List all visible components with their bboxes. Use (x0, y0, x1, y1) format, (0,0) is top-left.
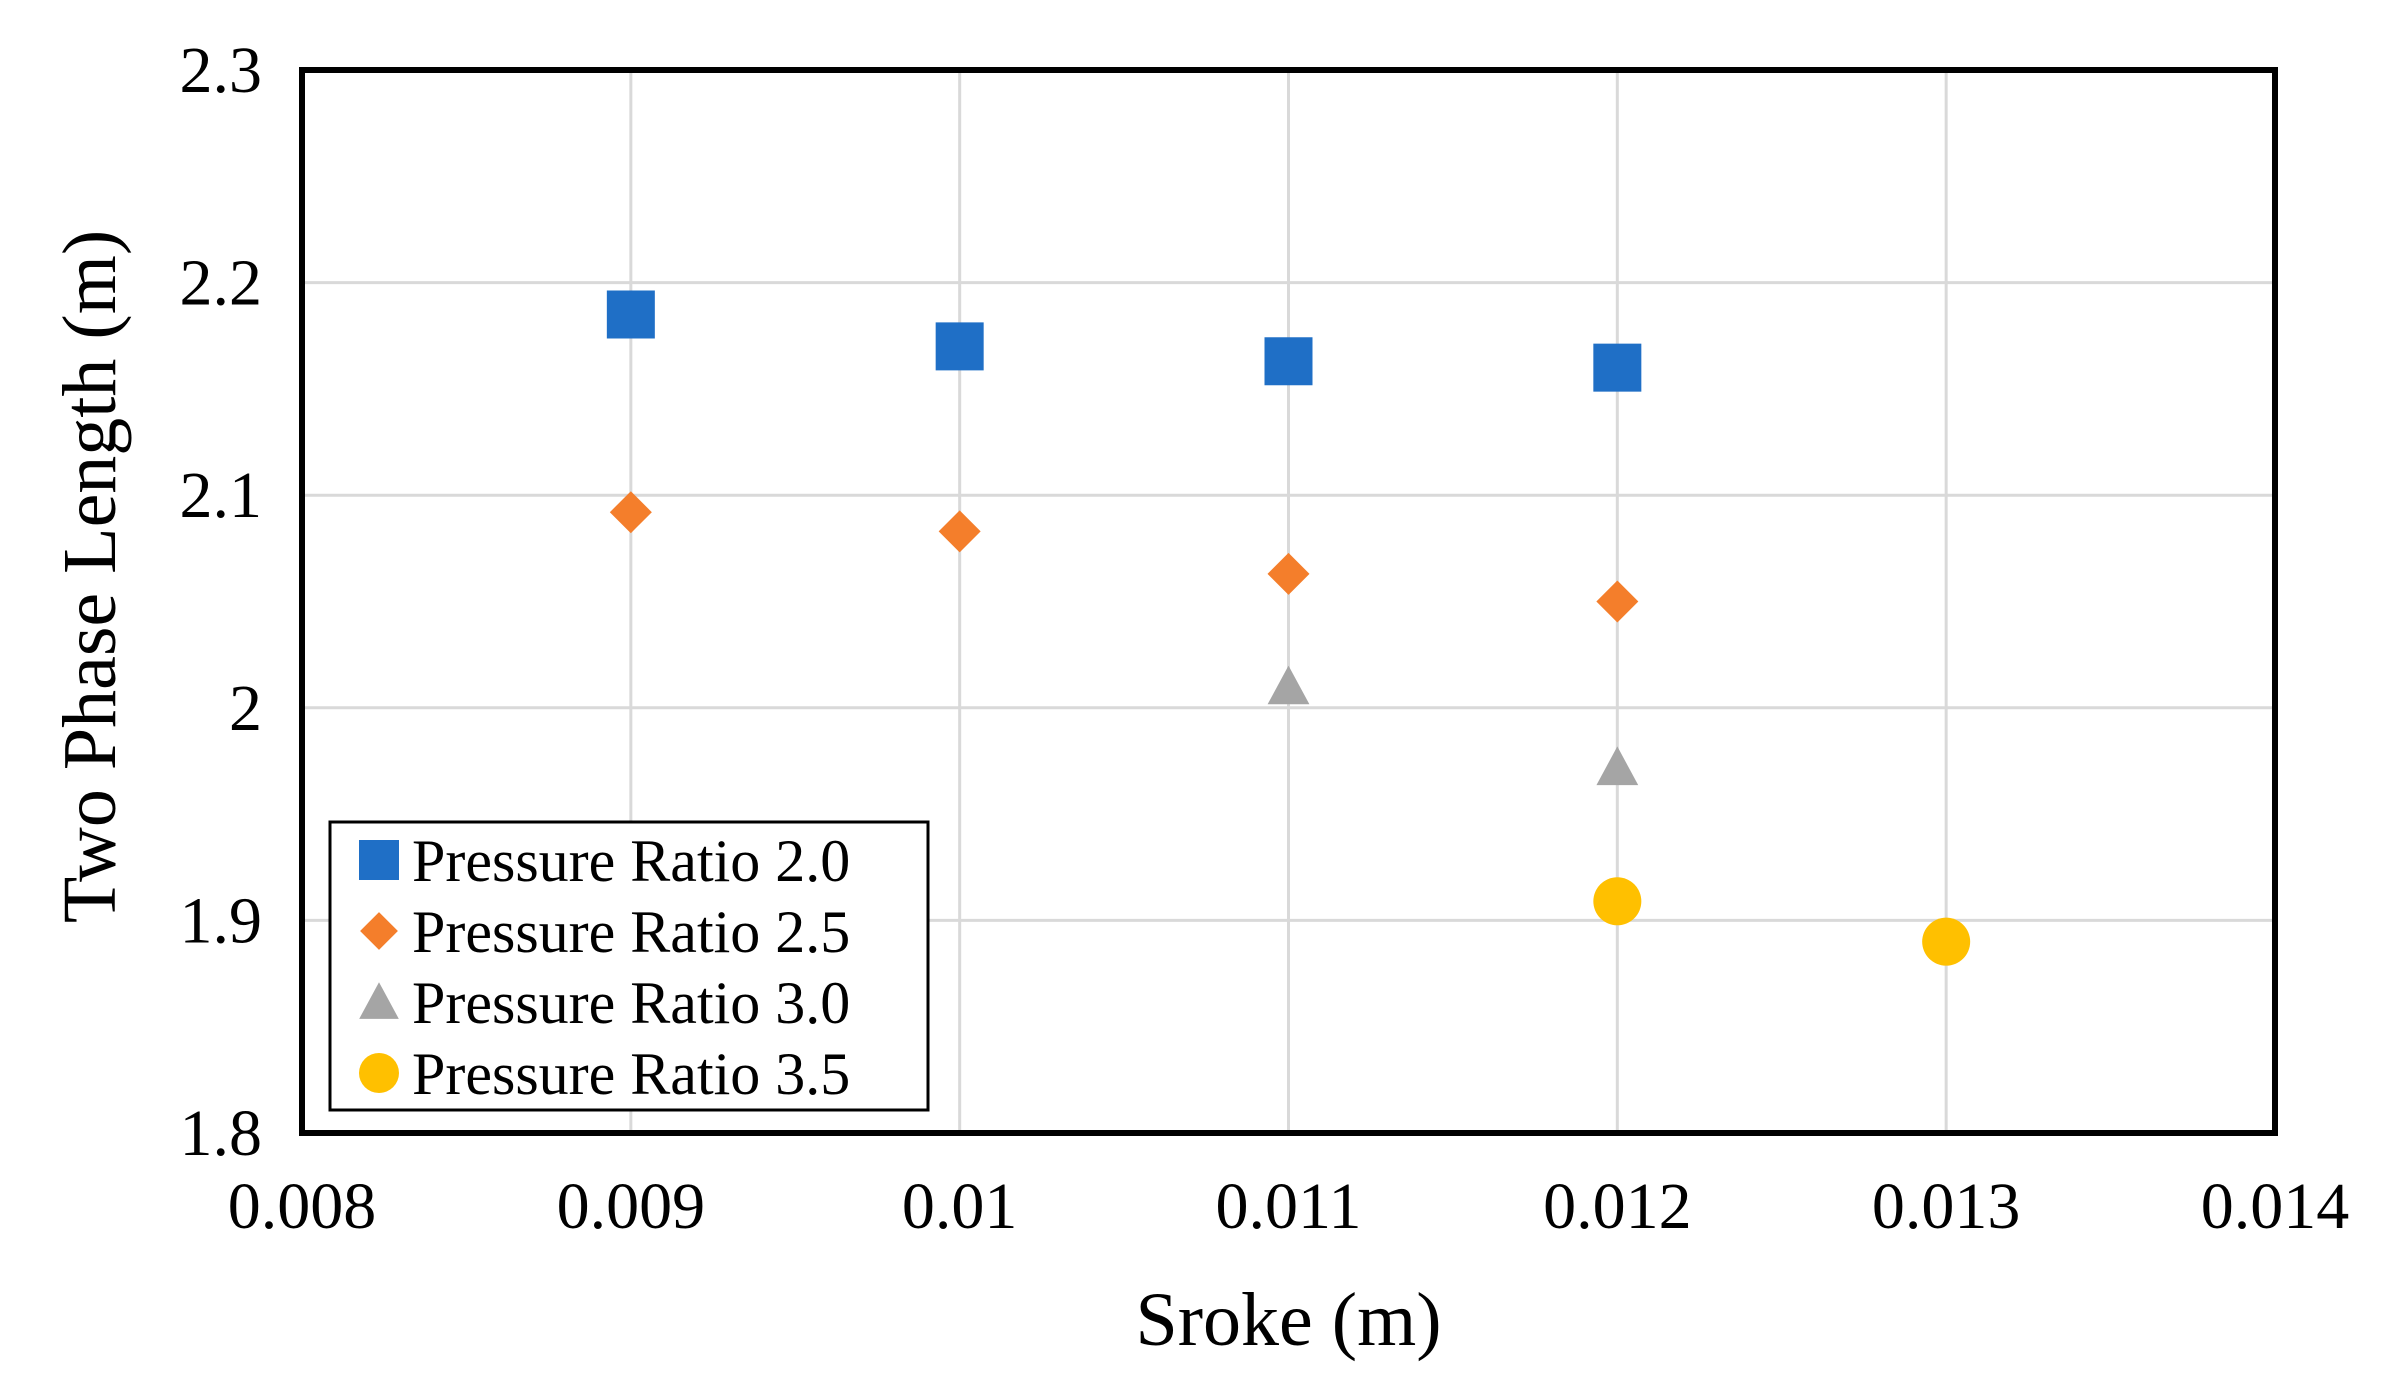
y-tick-label: 1.8 (180, 1097, 263, 1170)
legend-marker-square (359, 840, 399, 880)
y-tick-label: 2 (229, 672, 262, 745)
x-tick-label: 0.011 (1215, 1170, 1361, 1243)
x-tick-label: 0.01 (902, 1170, 1018, 1243)
y-tick-label: 1.9 (180, 884, 263, 957)
y-tick-label: 2.2 (180, 247, 263, 320)
x-tick-label: 0.012 (1543, 1170, 1692, 1243)
x-axis-title: Sroke (m) (1135, 1278, 1441, 1362)
point-square-series-0 (935, 322, 984, 371)
point-triangle-series-2 (1267, 665, 1310, 705)
point-diamond-series-1 (938, 510, 981, 553)
point-square-series-0 (1264, 337, 1313, 386)
legend-marker-circle (359, 1053, 399, 1093)
legend-label: Pressure Ratio 3.5 (412, 1041, 850, 1107)
y-axis-title: Two Phase Length (m) (48, 230, 132, 923)
point-diamond-series-1 (1596, 580, 1639, 623)
ticks-layer: 0.008 0.009 0.01 0.011 0.012 0.013 0.014 1.8 1.9… (180, 34, 2350, 1243)
point-diamond-series-1 (1267, 552, 1310, 595)
point-circle-series-3 (1922, 917, 1971, 966)
x-tick-label: 0.014 (2201, 1170, 2350, 1243)
y-tick-label: 2.1 (180, 459, 263, 532)
point-triangle-series-2 (1596, 746, 1639, 786)
point-square-series-0 (606, 290, 655, 339)
point-square-series-0 (1593, 343, 1642, 392)
x-tick-label: 0.009 (557, 1170, 706, 1243)
point-circle-series-3 (1593, 877, 1642, 926)
legend-label: Pressure Ratio 3.0 (412, 970, 850, 1036)
plot-frame (299, 67, 2278, 1136)
legend-marker-triangle (359, 982, 399, 1019)
legend-label: Pressure Ratio 2.0 (412, 828, 850, 894)
x-tick-label: 0.008 (228, 1170, 377, 1243)
y-tick-label: 2.3 (180, 34, 263, 107)
x-tick-label: 0.013 (1872, 1170, 2021, 1243)
legend-label: Pressure Ratio 2.5 (412, 899, 850, 965)
marks-layer (606, 290, 1971, 966)
point-diamond-series-1 (609, 491, 652, 534)
legend-box (328, 820, 930, 1112)
legend-marker-diamond (360, 912, 398, 950)
